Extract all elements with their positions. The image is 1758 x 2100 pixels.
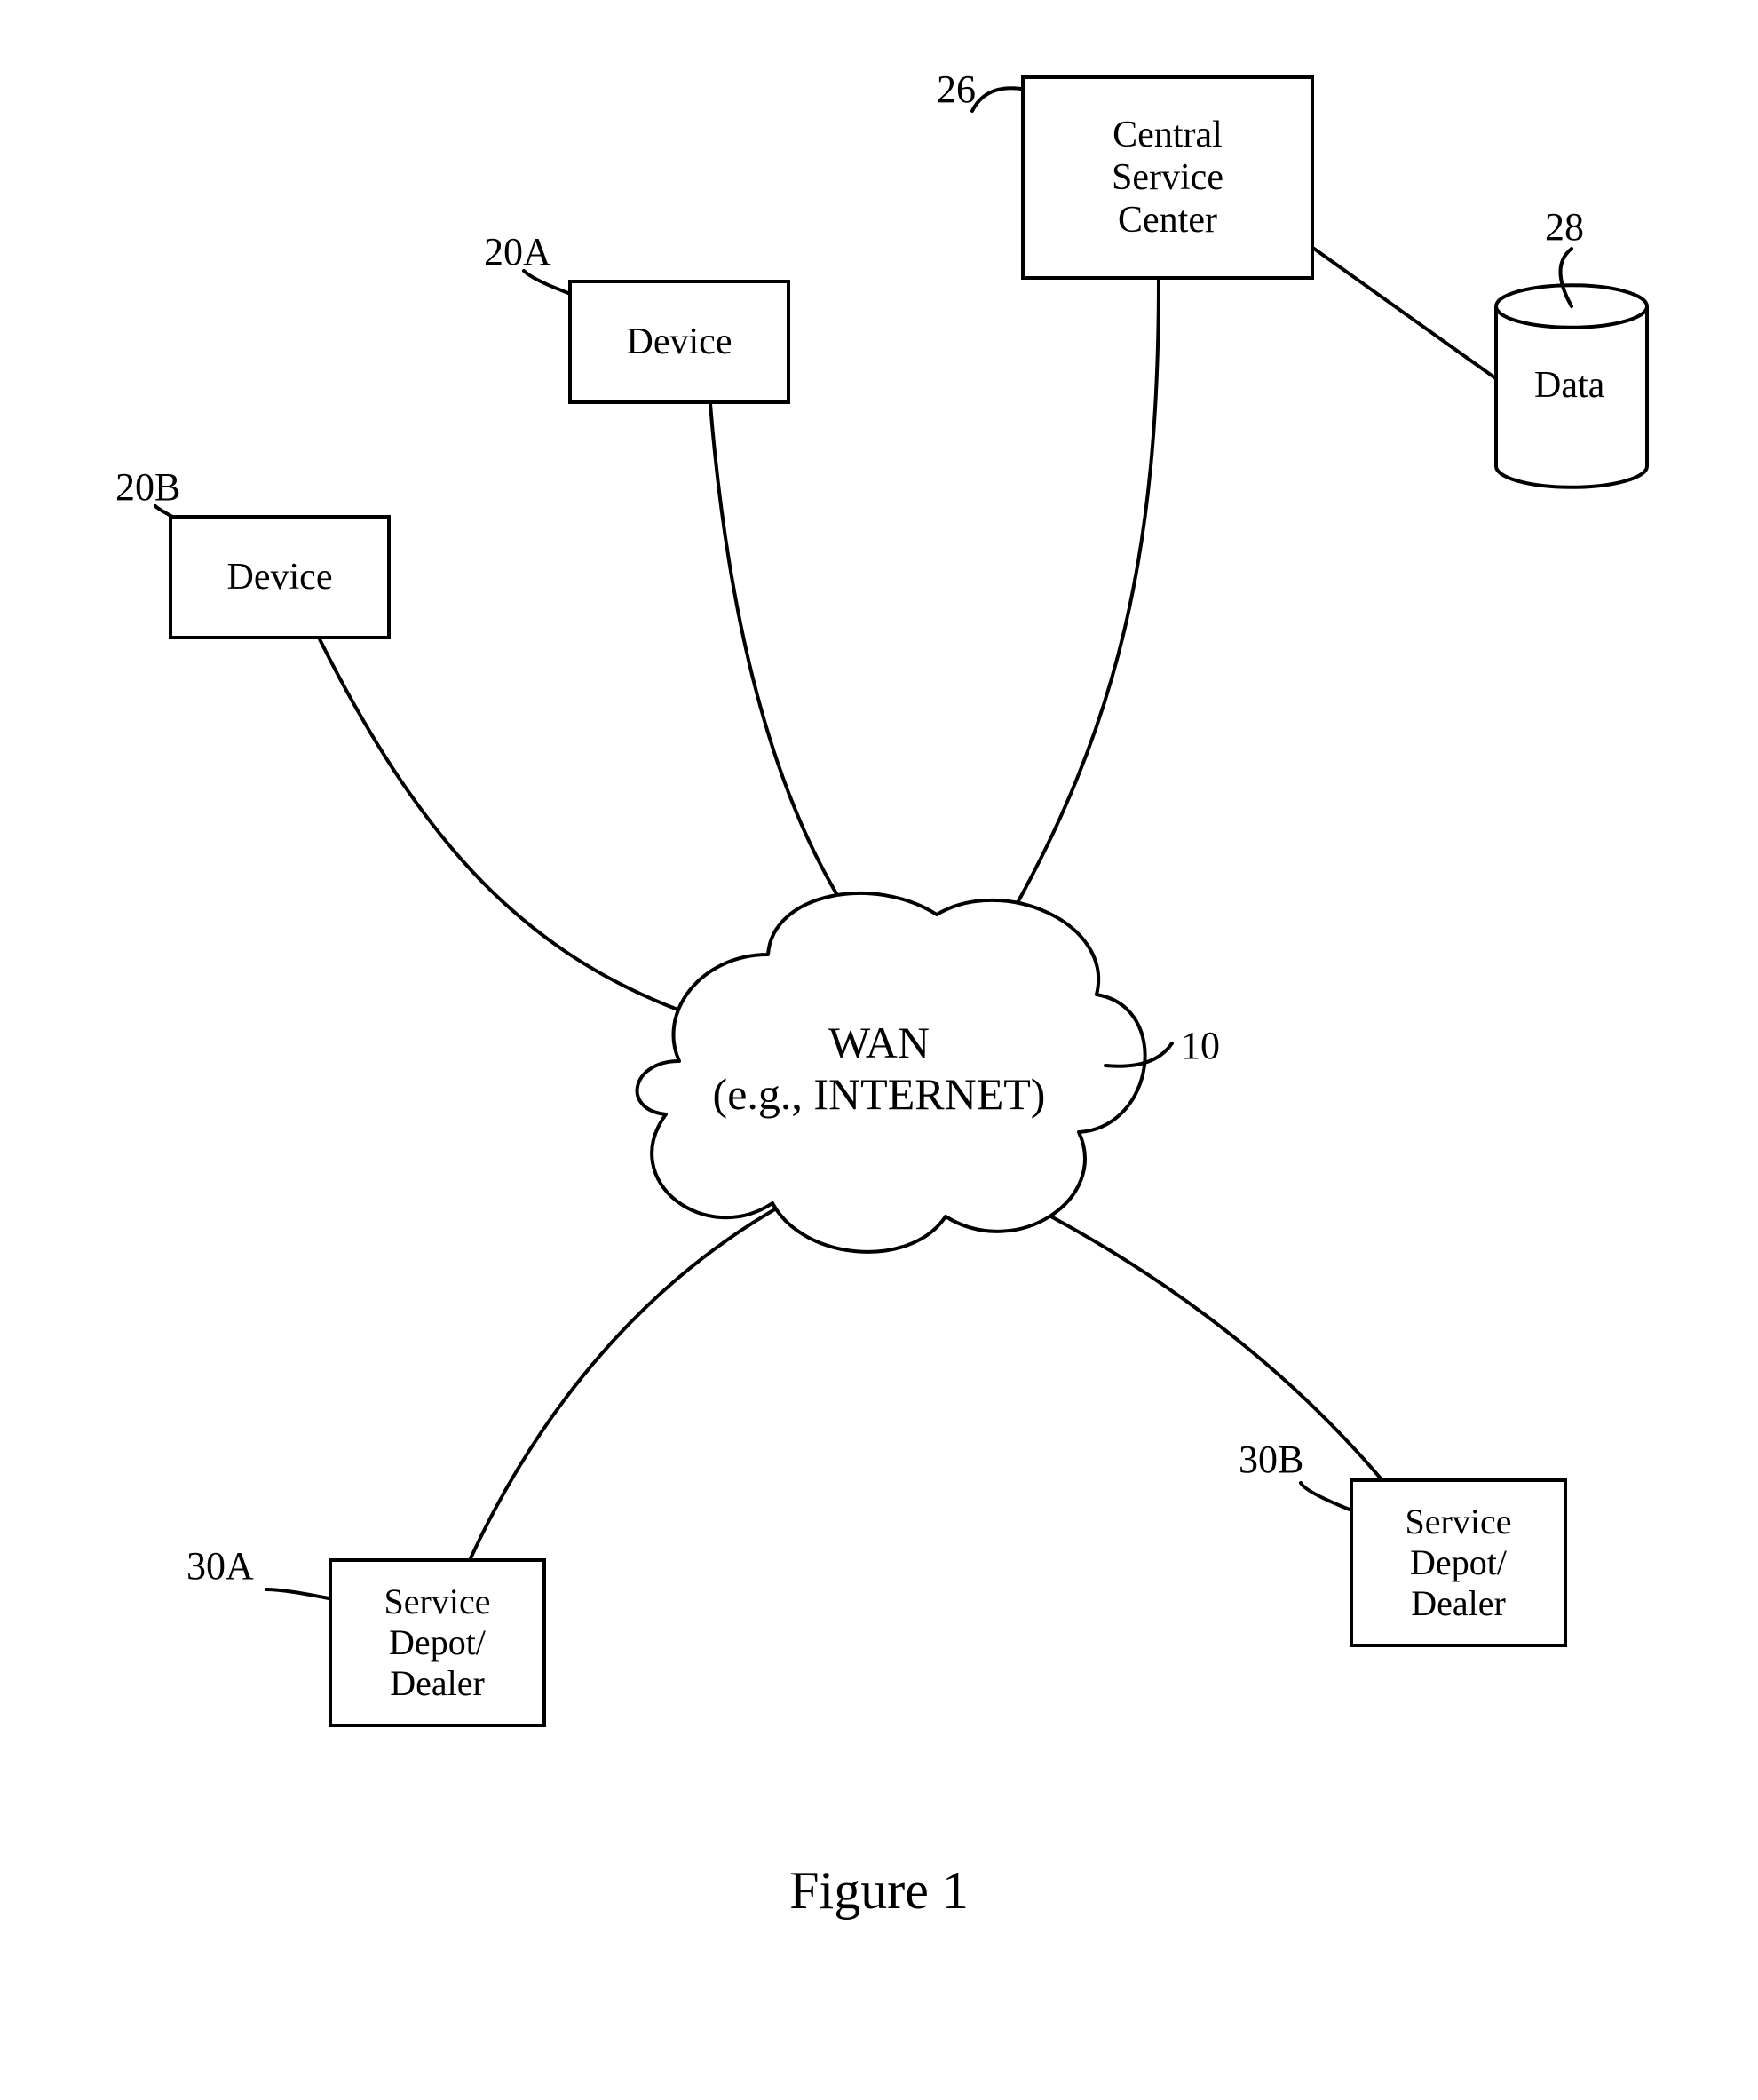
- ref-30b: 30B: [1239, 1437, 1303, 1482]
- csc-line3: Center: [1112, 199, 1223, 242]
- edge-depB-cloud: [999, 1190, 1381, 1478]
- csc-line1: Central: [1112, 114, 1223, 156]
- depot-a-line1: Service: [384, 1581, 491, 1622]
- node-central-service-center-text: Central Service Center: [1112, 114, 1223, 242]
- csc-line2: Service: [1112, 156, 1223, 199]
- depot-a-text: Service Depot/ Dealer: [384, 1581, 491, 1704]
- node-service-depot-b: Service Depot/ Dealer: [1350, 1478, 1567, 1647]
- figure-caption: Figure 1: [0, 1860, 1758, 1922]
- depot-a-line3: Dealer: [384, 1663, 491, 1704]
- leader-30A: [266, 1589, 329, 1598]
- node-device-a: Device: [568, 280, 790, 404]
- ref-leaders-group: [155, 88, 1572, 1598]
- data-cylinder-label: Data: [1534, 364, 1604, 407]
- node-device-b: Device: [169, 515, 391, 639]
- edge-devB-cloud: [320, 639, 697, 1017]
- edge-depA-cloud: [471, 1203, 786, 1558]
- depot-b-line3: Dealer: [1406, 1583, 1512, 1624]
- wan-cloud-line1: WAN: [613, 1017, 1145, 1068]
- edge-csc-cloud: [1003, 280, 1159, 928]
- edge-devA-cloud: [710, 404, 852, 919]
- data-cylinder-ref: 28: [1545, 204, 1584, 250]
- ref-26: 26: [937, 67, 976, 112]
- device-a-text: Device: [627, 321, 732, 363]
- ref-30a: 30A: [186, 1543, 254, 1589]
- ref-20a: 20A: [484, 229, 551, 274]
- node-central-service-center: Central Service Center: [1021, 75, 1314, 280]
- depot-b-text: Service Depot/ Dealer: [1406, 1502, 1512, 1624]
- leader-30B: [1301, 1483, 1350, 1510]
- ref-20b: 20B: [115, 464, 180, 510]
- leader-26: [972, 88, 1021, 111]
- depot-a-line2: Depot/: [384, 1622, 491, 1663]
- edge-csc-cyl: [1314, 249, 1501, 382]
- depot-b-line1: Service: [1406, 1502, 1512, 1542]
- wan-cloud-ref: 10: [1181, 1023, 1220, 1068]
- wan-cloud-line2: (e.g., INTERNET): [613, 1068, 1145, 1120]
- device-b-text: Device: [227, 556, 333, 598]
- diagram-stage: WAN (e.g., INTERNET) 10 Data 28 Central …: [0, 0, 1758, 2100]
- node-service-depot-a: Service Depot/ Dealer: [329, 1558, 546, 1727]
- depot-b-line2: Depot/: [1406, 1542, 1512, 1583]
- wan-cloud-label: WAN (e.g., INTERNET): [613, 1017, 1145, 1120]
